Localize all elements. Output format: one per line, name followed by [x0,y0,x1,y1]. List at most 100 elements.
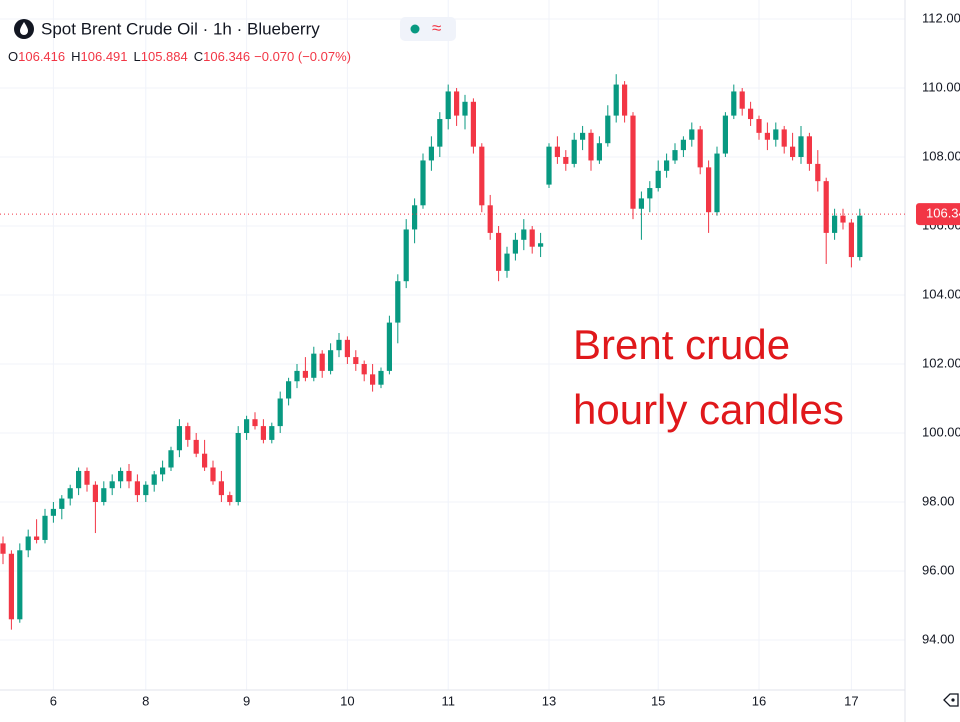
candle-body [689,129,695,140]
candle-body [857,215,863,258]
candle-body [512,239,518,254]
candle-body [378,370,384,385]
y-tick-label: 104.00 [922,286,960,301]
candle-body [605,115,611,144]
candle-body [361,364,367,375]
candle-body [722,115,728,154]
candle-body [336,339,342,351]
x-tick-label: 11 [441,693,455,708]
legend-value: 106.416 [18,49,65,64]
candle-body [126,470,132,482]
candle-body [748,108,754,120]
x-tick-label: 13 [542,693,556,708]
candle-body [680,139,686,151]
candle-body [109,481,115,489]
candle-body [756,119,762,133]
candle-body [151,474,157,485]
candle-body [647,188,653,199]
candle-body [798,136,804,157]
candle-body [428,146,434,161]
legend-change: −0.070 (−0.07%) [254,49,351,64]
svg-text:≈: ≈ [432,18,441,37]
candle-body [252,419,258,427]
candle-body [84,470,90,485]
candle-body [328,350,334,371]
candle-body [403,229,409,282]
x-tick-label: 8 [142,693,149,708]
candle-body [622,84,628,116]
candle-body [67,488,73,499]
y-tick-label: 112.00 [922,10,960,25]
candle-body [92,484,98,502]
candle-body [302,370,308,378]
candle-body [76,470,82,489]
legend-value: 105.884 [141,49,188,64]
candle-body [823,181,829,233]
candle-body [227,495,233,502]
candle-body [546,146,552,185]
candle-body [420,160,426,206]
candle-body [672,150,678,161]
candle-body [815,163,821,182]
symbol-icon [14,19,34,39]
candle-body [34,536,40,540]
y-tick-label: 98.00 [922,493,955,508]
candle-body [386,322,392,371]
candle-body [0,543,6,554]
last-price-label: 106.346 [926,206,960,221]
y-tick-label: 102.00 [922,355,960,370]
candle-body [277,398,283,427]
x-tick-label: 16 [752,693,766,708]
legend-key: C [194,49,203,64]
annotation: hourly candles [573,386,844,433]
candle-body [168,450,174,468]
legend-value: 106.491 [81,49,128,64]
x-tick-label: 9 [243,693,250,708]
candle-body [286,381,292,399]
y-tick-label: 94.00 [922,631,955,646]
candle-body [311,353,317,378]
chart-title: Spot Brent Crude Oil · 1h · Blueberry [41,19,320,38]
candle-body [832,215,838,233]
candle-body [470,101,476,147]
candle-body [193,439,199,454]
candle-body [504,253,510,271]
candle-body [176,426,182,451]
candle-body [664,160,670,171]
candle-body [25,536,31,551]
candle-body [714,153,720,213]
last-price-badge [916,203,960,226]
candle-body [630,115,636,209]
candle-body [554,146,560,157]
candle-body [218,481,224,496]
candle-body [294,370,300,382]
candle-body [143,484,149,496]
annotation: Brent crude [573,321,790,368]
legend-key: O [8,49,18,64]
candle-body [806,136,812,164]
candle-body [538,243,544,247]
candle-body [462,101,468,116]
candle-body [353,357,359,364]
plot-area [0,0,905,690]
candle-body [596,143,602,161]
candle-body [269,426,275,440]
candle-body [479,146,485,206]
candle-body [655,170,661,189]
x-tick-label: 17 [844,693,858,708]
legend-value: 106.346 [203,49,250,64]
candle-body [706,167,712,213]
candle-body [202,453,208,468]
candle-body [588,132,594,161]
candle-body [739,91,745,109]
candle-body [134,481,140,496]
candle-body [638,198,644,209]
candle-body [160,467,166,475]
y-tick-label: 110.00 [922,79,960,94]
settings-icon[interactable] [943,693,959,707]
candle-body [496,232,502,271]
y-tick-label: 108.00 [922,148,960,163]
candle-body [580,132,586,140]
